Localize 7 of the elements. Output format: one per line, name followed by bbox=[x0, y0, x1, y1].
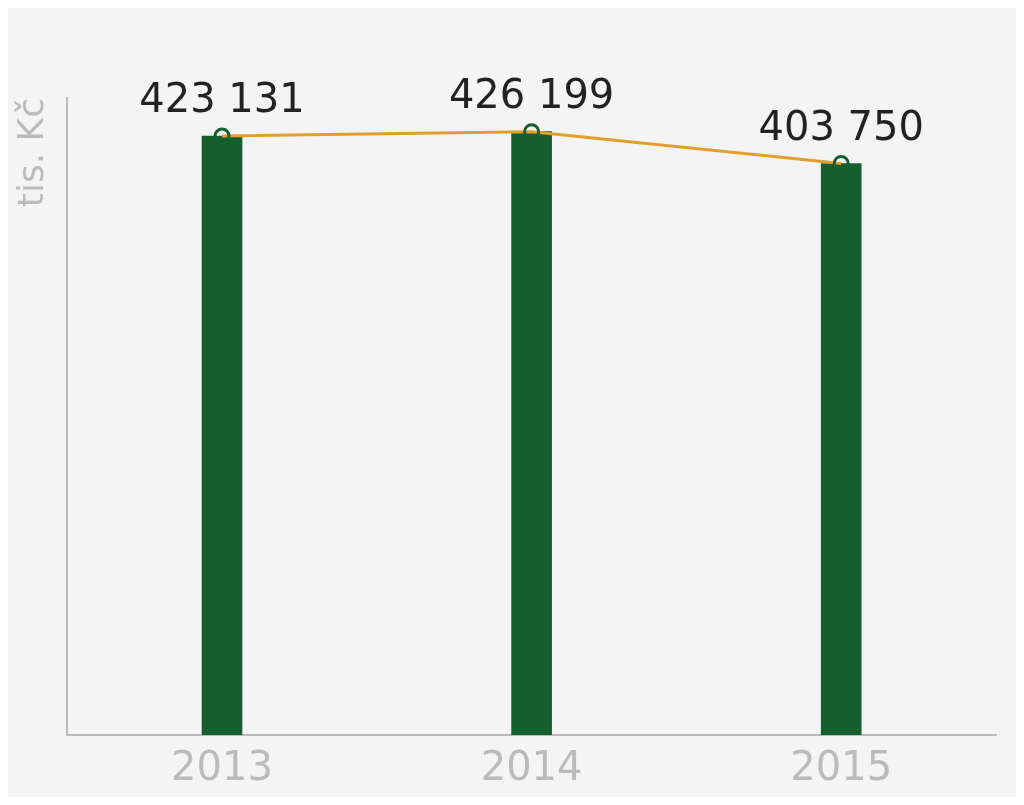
x-tick-label: 2015 bbox=[790, 743, 893, 790]
data-label: 423 131 bbox=[139, 75, 305, 122]
x-tick-label: 2013 bbox=[171, 743, 273, 790]
x-tick-label: 2014 bbox=[480, 743, 583, 790]
y-axis-title: tis. Kč bbox=[9, 98, 51, 208]
data-label: 426 199 bbox=[448, 71, 615, 118]
data-label: 403 750 bbox=[758, 102, 924, 149]
